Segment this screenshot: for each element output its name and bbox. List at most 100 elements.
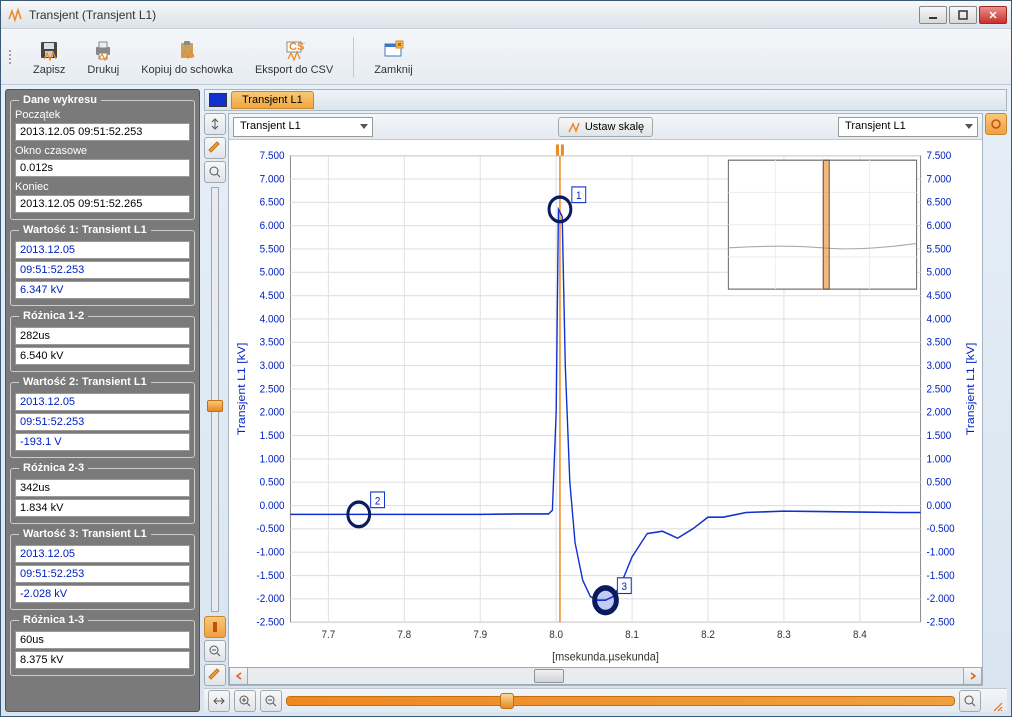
scroll-thumb[interactable] bbox=[534, 669, 564, 683]
w3-time[interactable] bbox=[15, 565, 190, 583]
w2-value[interactable] bbox=[15, 433, 190, 451]
window-title: Transjent (Transjent L1) bbox=[29, 8, 919, 22]
r12-dv[interactable] bbox=[15, 347, 190, 365]
svg-text:6.000: 6.000 bbox=[927, 219, 952, 232]
svg-text:-1.500: -1.500 bbox=[256, 569, 284, 582]
export-csv-button[interactable]: CSV Eksport do CSV bbox=[249, 36, 339, 78]
expand-horiz-button[interactable] bbox=[208, 690, 230, 712]
svg-text:3.500: 3.500 bbox=[260, 336, 285, 349]
chart-toolbar: Transjent L1 Ustaw skalę Transjent L1 bbox=[229, 114, 982, 140]
r13-dv[interactable] bbox=[15, 651, 190, 669]
scroll-left-button[interactable] bbox=[230, 668, 248, 684]
series-selector-right[interactable]: Transjent L1 bbox=[838, 117, 978, 137]
panel-wartosc-3: Wartość 3: Transient L1 bbox=[10, 534, 195, 610]
print-button[interactable]: Drukuj bbox=[81, 36, 125, 78]
zoom-out-button[interactable] bbox=[260, 690, 282, 712]
svg-text:2: 2 bbox=[375, 495, 381, 508]
w3-value[interactable] bbox=[15, 585, 190, 603]
r13-dt[interactable] bbox=[15, 631, 190, 649]
koniec-label: Koniec bbox=[15, 181, 190, 193]
panel-wartosc-2: Wartość 2: Transient L1 bbox=[10, 382, 195, 458]
tab-transjent-l1[interactable]: Transjent L1 bbox=[231, 91, 314, 109]
svg-text:2.000: 2.000 bbox=[927, 406, 952, 419]
toolbar-grip[interactable] bbox=[9, 37, 15, 77]
horizontal-zoom-slider[interactable] bbox=[286, 696, 955, 706]
svg-text:Transjent L1 [kV]: Transjent L1 [kV] bbox=[965, 343, 977, 436]
export-label: Eksport do CSV bbox=[255, 64, 333, 76]
svg-text:4.000: 4.000 bbox=[260, 313, 285, 326]
zoom-thumb[interactable] bbox=[500, 693, 514, 709]
svg-text:7.500: 7.500 bbox=[260, 150, 285, 163]
panel-title: Różnica 1-3 bbox=[19, 614, 88, 626]
save-label: Zapisz bbox=[33, 64, 65, 76]
svg-text:4.500: 4.500 bbox=[260, 289, 285, 302]
scroll-right-button[interactable] bbox=[963, 668, 981, 684]
chart-row: Transjent L1 Ustaw skalę Transjent L1 7.… bbox=[204, 113, 1007, 686]
zoom-in-button[interactable] bbox=[234, 690, 256, 712]
panel-roznica-1-2: Różnica 1-2 bbox=[10, 316, 195, 372]
series-color-swatch[interactable] bbox=[209, 93, 227, 107]
svg-text:[msekunda.µsekunda]: [msekunda.µsekunda] bbox=[552, 650, 659, 664]
svg-text:7.000: 7.000 bbox=[927, 173, 952, 186]
svg-text:2.000: 2.000 bbox=[260, 406, 285, 419]
plot[interactable]: 7.5007.5007.0007.0006.5006.5006.0006.000… bbox=[229, 140, 982, 667]
svg-text:8.2: 8.2 bbox=[701, 628, 715, 641]
zoom-fit-button[interactable] bbox=[204, 161, 226, 183]
svg-text:7.7: 7.7 bbox=[321, 628, 335, 641]
svg-text:0.000: 0.000 bbox=[927, 499, 952, 512]
close-window-icon bbox=[381, 38, 405, 62]
set-scale-button[interactable]: Ustaw skalę bbox=[558, 117, 653, 137]
w2-time[interactable] bbox=[15, 413, 190, 431]
chart-main: Transjent L1 Ustaw skalę Transjent L1 7.… bbox=[228, 113, 983, 686]
w1-time[interactable] bbox=[15, 261, 190, 279]
okno-field[interactable] bbox=[15, 159, 190, 177]
svg-text:8.4: 8.4 bbox=[853, 628, 867, 641]
svg-text:-0.500: -0.500 bbox=[256, 523, 284, 536]
r23-dv[interactable] bbox=[15, 499, 190, 517]
svg-text:-2.500: -2.500 bbox=[927, 616, 955, 629]
sidebar: Dane wykresu Początek Okno czasowe Konie… bbox=[5, 89, 200, 712]
close-button[interactable] bbox=[979, 6, 1007, 24]
zoom-fit-h-button[interactable] bbox=[959, 690, 981, 712]
maximize-button[interactable] bbox=[949, 6, 977, 24]
edit2-button[interactable] bbox=[204, 664, 226, 686]
svg-text:Transjent L1 [kV]: Transjent L1 [kV] bbox=[235, 343, 247, 436]
marker-tool-button[interactable] bbox=[985, 113, 1007, 135]
titlebar[interactable]: Transjent (Transjent L1) bbox=[1, 1, 1011, 29]
toolbar-separator bbox=[353, 37, 354, 77]
scroll-track[interactable] bbox=[248, 668, 963, 684]
svg-text:5.000: 5.000 bbox=[260, 266, 285, 279]
w3-date[interactable] bbox=[15, 545, 190, 563]
r12-dt[interactable] bbox=[15, 327, 190, 345]
copy-button[interactable]: Kopiuj do schowka bbox=[135, 36, 239, 78]
w2-date[interactable] bbox=[15, 393, 190, 411]
svg-text:1.000: 1.000 bbox=[927, 453, 952, 466]
chart-area: Transjent L1 Transjent L1 bbox=[204, 89, 1007, 712]
main-toolbar: Zapisz Drukuj Kopiuj do schowka CSV Eksp… bbox=[1, 29, 1011, 85]
w1-date[interactable] bbox=[15, 241, 190, 259]
close-label: Zamknij bbox=[374, 64, 413, 76]
horizontal-scrollbar[interactable] bbox=[229, 667, 982, 685]
svg-text:8.1: 8.1 bbox=[625, 628, 639, 641]
close-tab-button[interactable]: Zamknij bbox=[368, 36, 419, 78]
r23-dt[interactable] bbox=[15, 479, 190, 497]
content-area: Dane wykresu Początek Okno czasowe Konie… bbox=[1, 85, 1011, 716]
save-button[interactable]: Zapisz bbox=[27, 36, 71, 78]
csv-icon: CSV bbox=[282, 38, 306, 62]
minimize-button[interactable] bbox=[919, 6, 947, 24]
vertical-zoom-slider[interactable] bbox=[211, 187, 219, 612]
koniec-field[interactable] bbox=[15, 195, 190, 213]
copy-label: Kopiuj do schowka bbox=[141, 64, 233, 76]
svg-text:5.500: 5.500 bbox=[260, 243, 285, 256]
svg-text:7.8: 7.8 bbox=[397, 628, 411, 641]
poczatek-field[interactable] bbox=[15, 123, 190, 141]
resize-grip[interactable] bbox=[989, 698, 1003, 712]
tab-strip: Transjent L1 bbox=[204, 89, 1007, 111]
cursor-mode-button[interactable] bbox=[204, 616, 226, 638]
left-tool-column bbox=[204, 113, 226, 686]
edit-button[interactable] bbox=[204, 137, 226, 159]
series-selector-left[interactable]: Transjent L1 bbox=[233, 117, 373, 137]
expand-vert-button[interactable] bbox=[204, 113, 226, 135]
zoom-out-v-button[interactable] bbox=[204, 640, 226, 662]
w1-value[interactable] bbox=[15, 281, 190, 299]
